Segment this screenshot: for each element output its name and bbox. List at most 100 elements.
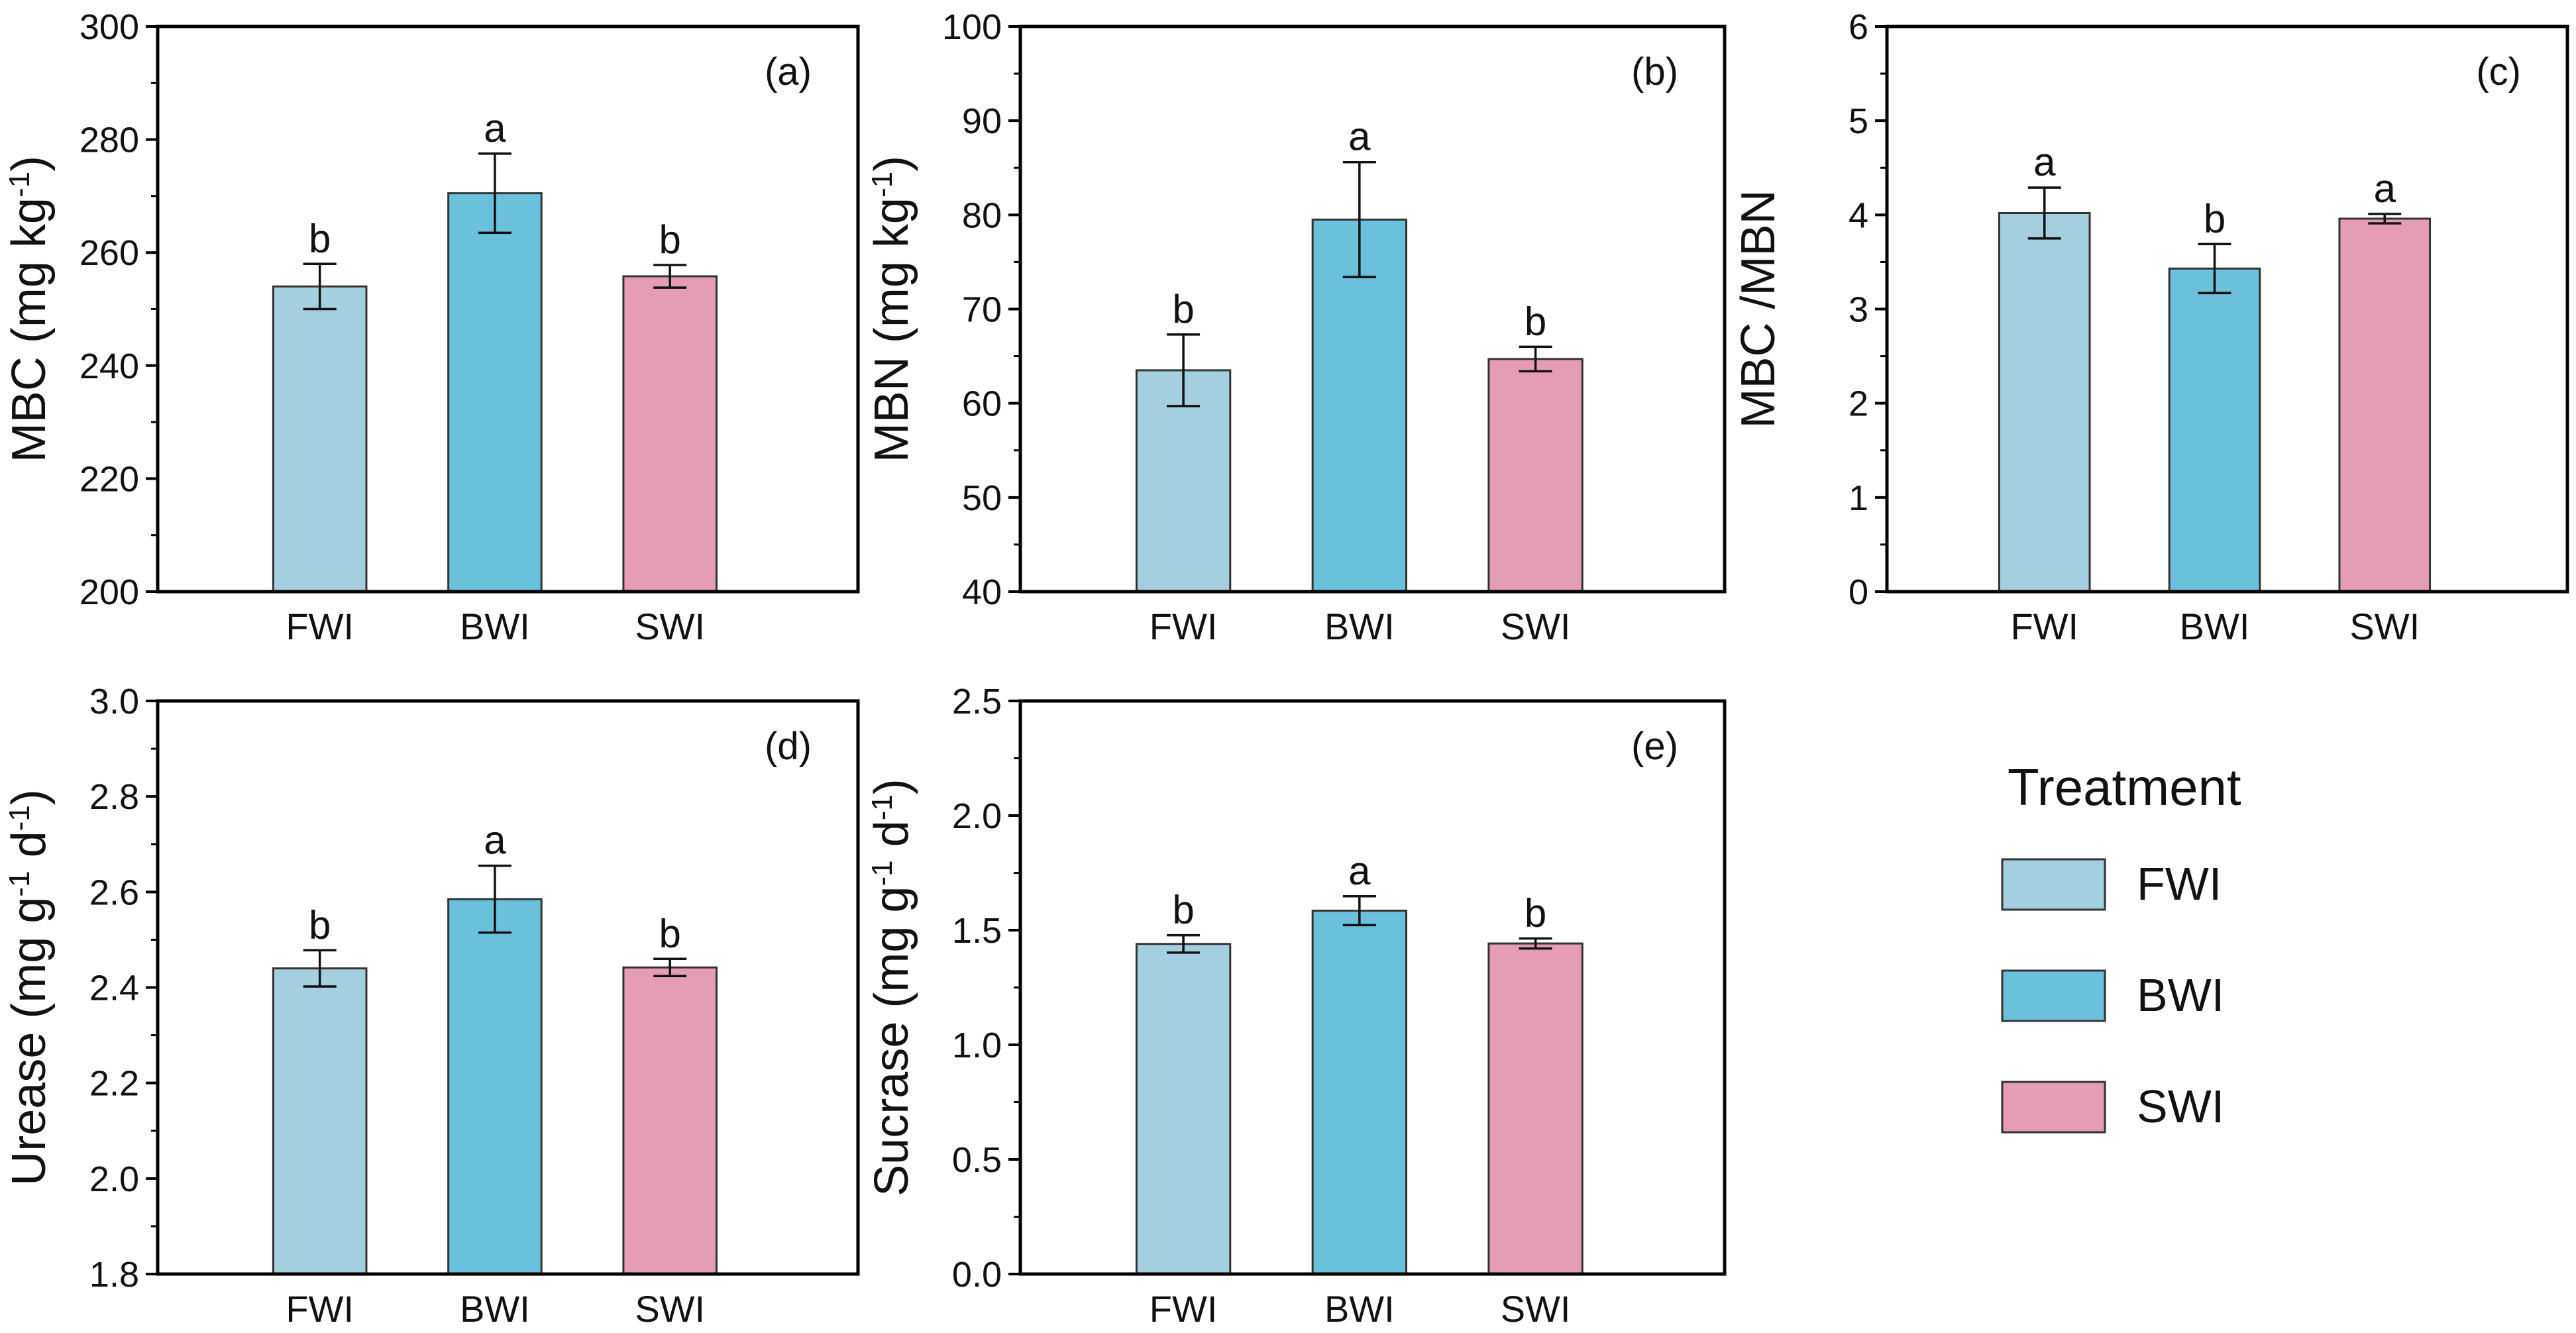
y-tick-label: 0.5	[952, 1140, 1002, 1180]
y-tick-label: 2.8	[89, 777, 139, 817]
significance-letter: b	[659, 911, 681, 955]
y-label-unit: (mg kg	[3, 197, 56, 356]
y-label-end: )	[3, 789, 56, 805]
category-label: SWI	[1501, 606, 1571, 647]
y-tick-label: 1.8	[89, 1255, 139, 1295]
bar-bwi	[1311, 910, 1408, 1275]
y-tick-label: 5	[1849, 101, 1868, 141]
panel-tag: (c)	[2476, 50, 2521, 93]
y-tick-label: 40	[962, 572, 1002, 612]
y-tick-label: 200	[80, 572, 139, 612]
bar-swi	[1487, 358, 1583, 593]
category-label: FWI	[1150, 606, 1218, 647]
y-axis-label: Sucrase (mg g-1 d-1)	[865, 778, 918, 1196]
y-label-sup: -1	[866, 860, 898, 886]
y-label-main: MBN	[865, 356, 918, 462]
y-tick-label: 2.6	[89, 873, 139, 912]
category-label: SWI	[635, 606, 705, 647]
y-label-main: Sucrase	[865, 1022, 918, 1197]
significance-letter: b	[1172, 888, 1194, 932]
y-label-sup: -1	[3, 172, 36, 197]
y-tick-label: 0	[1849, 572, 1868, 612]
category-label: FWI	[286, 606, 354, 647]
y-label-main: Urease	[3, 1032, 56, 1186]
y-tick-label: 2.2	[89, 1064, 139, 1104]
legend-swatch-fwi	[2001, 858, 2106, 911]
significance-letter: a	[2033, 140, 2056, 184]
significance-letter: b	[1172, 287, 1194, 331]
panel-4: b FWI a BWI b SWI 1.8 2.0 2.2 2.4 2.6 2.8 3.0 (d) Urea…	[3, 682, 860, 1330]
category-label: FWI	[2010, 606, 2078, 647]
y-label-mid: d	[865, 820, 918, 860]
y-tick-label: 300	[80, 7, 139, 47]
y-label-unit: (mg g	[865, 886, 918, 1022]
panel-5: b FWI a BWI b SWI 0.0 0.5 1.0 1.5 2.0 2.5 (e) Sucrase…	[865, 682, 1727, 1330]
y-tick-label: 280	[80, 121, 139, 160]
significance-letter: b	[2204, 196, 2226, 240]
y-tick-label: 1.5	[952, 911, 1002, 951]
panel-3: a FWI b BWI a SWI 0 1 2 3 4 5 6 (c) MBC /MBN	[1732, 7, 2569, 647]
y-tick-label: 260	[80, 233, 139, 273]
panel-1: b FWI a BWI b SWI 200 220 240 260 280 300 (a) MBC (mg…	[3, 7, 860, 647]
category-label: FWI	[286, 1288, 354, 1330]
legend-swatch-swi	[2001, 1081, 2106, 1134]
significance-letter: a	[2374, 166, 2396, 211]
panel-2: b FWI a BWI b SWI 40 50 60 70 80 90 100 (b) MBN (mg kg…	[865, 7, 1727, 647]
y-label-main: MBC /MBN	[1732, 190, 1785, 429]
y-label-sup2: -1	[866, 794, 898, 820]
y-tick-label: 3	[1849, 290, 1868, 330]
panel-tag: (a)	[765, 50, 812, 93]
y-tick-label: 6	[1849, 7, 1868, 47]
category-label: SWI	[2349, 606, 2420, 647]
significance-letter: a	[1348, 849, 1371, 893]
significance-letter: b	[309, 902, 331, 947]
y-label-end: )	[3, 156, 56, 172]
legend-label-swi: SWI	[2137, 1081, 2224, 1132]
category-label: BWI	[1324, 1288, 1395, 1330]
panel-tag: (b)	[1631, 50, 1678, 93]
legend-swatch-bwi	[2001, 969, 2106, 1022]
y-tick-label: 1	[1849, 478, 1868, 518]
y-tick-label: 3.0	[89, 682, 139, 721]
y-tick-label: 4	[1849, 195, 1868, 235]
legend-label-bwi: BWI	[2137, 969, 2224, 1021]
category-label: BWI	[1324, 606, 1395, 647]
y-tick-label: 2.4	[89, 969, 139, 1008]
y-label-end: )	[865, 156, 918, 172]
y-tick-label: 50	[962, 478, 1002, 518]
bar-bwi	[447, 898, 543, 1275]
y-tick-label: 2.0	[952, 796, 1002, 836]
panel-tag: (e)	[1631, 725, 1678, 768]
legend-label-fwi: FWI	[2137, 858, 2222, 910]
y-tick-label: 0.0	[952, 1255, 1002, 1295]
y-tick-label: 90	[962, 101, 1002, 141]
category-label: FWI	[1150, 1288, 1218, 1330]
y-axis-label: MBC /MBN	[1732, 190, 1785, 429]
y-label-sup2: -1	[3, 805, 36, 831]
y-tick-label: 80	[962, 195, 1002, 235]
bar-fwi	[1135, 943, 1232, 1275]
bar-fwi	[1998, 211, 2091, 593]
y-tick-label: 2.5	[952, 682, 1002, 721]
category-label: SWI	[635, 1288, 705, 1330]
y-tick-label: 2	[1849, 384, 1868, 424]
y-axis-label: MBC (mg kg-1)	[3, 156, 56, 462]
y-tick-label: 220	[80, 459, 139, 499]
category-label: BWI	[2180, 606, 2250, 647]
y-tick-label: 1.0	[952, 1026, 1002, 1065]
significance-letter: b	[659, 217, 681, 262]
significance-letter: b	[1525, 890, 1546, 935]
y-label-unit: (mg kg	[865, 197, 918, 356]
legend: Treatment FWI BWI SWI	[2001, 758, 2241, 1134]
y-label-end: )	[865, 778, 918, 794]
category-label: BWI	[460, 1288, 530, 1330]
significance-letter: a	[1348, 115, 1371, 159]
y-tick-label: 70	[962, 290, 1002, 330]
category-label: SWI	[1501, 1288, 1571, 1330]
legend-title: Treatment	[2008, 758, 2241, 816]
bar-bwi	[1311, 218, 1408, 593]
y-label-mid: d	[3, 831, 56, 871]
y-tick-label: 2.0	[89, 1159, 139, 1199]
